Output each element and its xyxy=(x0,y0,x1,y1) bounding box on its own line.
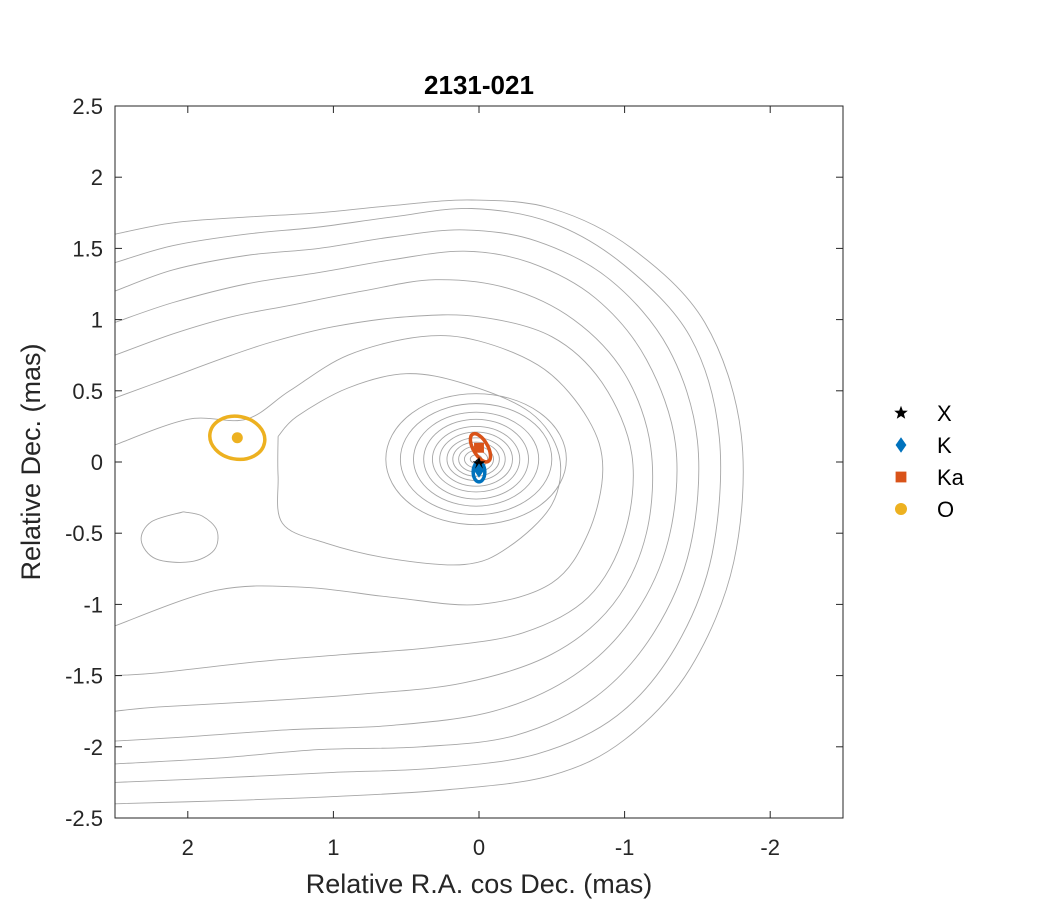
marker-layer xyxy=(231,432,486,478)
y-tick-label: -1.5 xyxy=(65,664,103,689)
y-tick-label: 0 xyxy=(91,450,103,475)
contour-layer xyxy=(115,199,744,805)
legend-label-o: O xyxy=(937,497,954,522)
y-axis-label: Relative Dec. (mas) xyxy=(16,343,46,580)
legend: XK Ka O xyxy=(894,401,965,522)
marker-o xyxy=(231,432,243,444)
tick-layer: 2 1 0 -1 -2 2.5 2 1.5 1 0.5 0 -0.5 -1 -1.5 -2 -2.5 xyxy=(65,94,843,860)
marker-k xyxy=(474,463,484,478)
legend-marker-o xyxy=(895,503,907,515)
contour-core-level-4 xyxy=(452,441,500,477)
contour-outer-level-6 xyxy=(115,229,700,765)
y-tick-label: -0.5 xyxy=(65,521,103,546)
x-tick-label: 1 xyxy=(327,835,339,860)
marker-x xyxy=(472,456,486,469)
contour-outer-level-9 xyxy=(140,511,219,563)
x-tick-label: 0 xyxy=(473,835,485,860)
contour-core-level-8 xyxy=(423,418,529,500)
legend-label-k: K xyxy=(937,433,952,458)
marker-ka xyxy=(474,442,484,453)
x-tick-label: -2 xyxy=(760,835,780,860)
contour-outer-level-3 xyxy=(115,314,634,677)
y-tick-label: 2 xyxy=(91,165,103,190)
y-tick-label: 0.5 xyxy=(72,379,103,404)
contour-outer-level-2 xyxy=(115,335,604,627)
contour-outer-level-8 xyxy=(115,199,744,805)
x-tick-label: -1 xyxy=(615,835,635,860)
legend-marker-k xyxy=(895,437,907,453)
contour-outer-level-4 xyxy=(115,279,654,712)
legend-marker-ka xyxy=(895,471,907,483)
contour-core-level-11 xyxy=(385,393,567,526)
contour-core-level-7 xyxy=(431,425,521,493)
x-tick-label: 2 xyxy=(182,835,194,860)
contour-outer-level-5 xyxy=(115,250,678,742)
error-ellipse-o xyxy=(208,414,267,462)
x-axis-label: Relative R.A. cos Dec. (mas) xyxy=(306,869,653,899)
legend-label-ka: Ka xyxy=(937,465,965,490)
contour-core-level-10 xyxy=(399,403,553,516)
y-tick-label: 1 xyxy=(91,308,103,333)
y-tick-label: -1 xyxy=(83,592,103,617)
y-tick-label: 2.5 xyxy=(72,94,103,119)
contour-outer-level-7 xyxy=(115,207,722,783)
contour-outer-level-1 xyxy=(277,373,562,566)
legend-marker-x xyxy=(894,405,908,419)
contour-core-level-9 xyxy=(413,411,540,507)
y-tick-label: -2 xyxy=(83,735,103,760)
y-tick-label: 1.5 xyxy=(72,236,103,261)
y-tick-label: -2.5 xyxy=(65,806,103,831)
legend-label-x: X xyxy=(937,401,952,426)
chart-title: 2131-021 xyxy=(424,70,534,100)
